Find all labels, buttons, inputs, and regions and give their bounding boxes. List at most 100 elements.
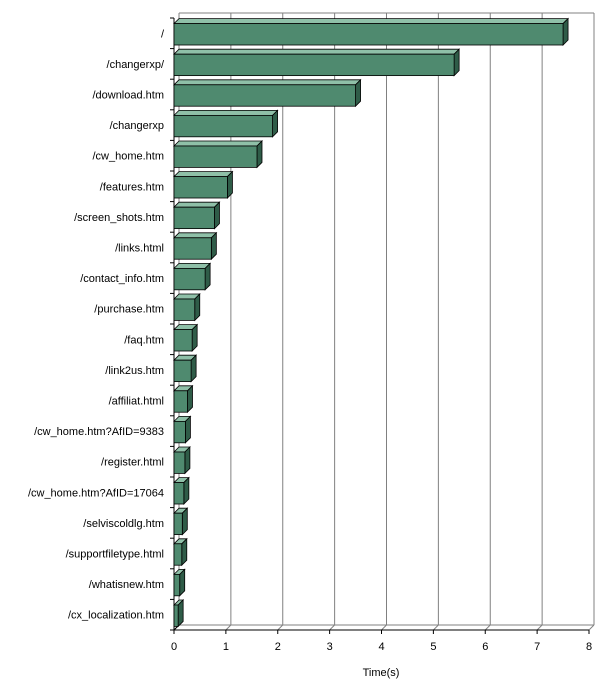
bar-side-face: [177, 599, 184, 628]
bar: [173, 140, 263, 169]
category-label: /supportfiletype.html: [66, 549, 164, 561]
bar-side-face: [210, 231, 217, 261]
bar: [173, 170, 234, 199]
x-tick-label: 3: [327, 641, 333, 653]
bar-top-face: [173, 201, 221, 208]
category-label: /cw_home.htm?AfID=9383: [34, 426, 164, 438]
bar-side-face: [194, 293, 201, 322]
grid-floor-line: [588, 624, 595, 631]
bar-side-face: [256, 140, 263, 169]
bar: [173, 507, 189, 536]
bar-front-face: [173, 420, 186, 444]
category-label: /changerxp: [110, 120, 164, 132]
category-label: /whatisnew.htm: [89, 579, 164, 591]
grid-floor-line: [225, 624, 232, 631]
category-label: /affiliat.html: [109, 396, 164, 408]
x-tick-label: 5: [430, 641, 436, 653]
x-axis-title: Time(s): [363, 667, 400, 679]
bar-front-face: [173, 145, 258, 168]
bar-top-face: [173, 79, 362, 86]
bar-top-face: [173, 140, 263, 147]
bar-front-face: [173, 451, 186, 474]
bar: [173, 293, 201, 322]
bar: [173, 231, 218, 261]
bar-side-face: [204, 262, 211, 291]
bar-front-face: [173, 573, 181, 597]
bar-front-face: [173, 267, 206, 291]
x-tick-label: 8: [586, 641, 592, 653]
x-tick-label: 4: [378, 641, 384, 653]
grid-floor-line: [536, 624, 543, 631]
bar-front-face: [173, 206, 215, 230]
bar-front-face: [173, 237, 212, 260]
bar: [173, 599, 185, 628]
category-labels: / /changerxp/ /download.htm/changerxp/cw_h…: [28, 28, 165, 621]
bar-side-face: [183, 476, 190, 505]
bar-side-face: [453, 48, 460, 77]
category-label: /links.html: [115, 243, 164, 255]
bar: [173, 384, 194, 414]
x-tick-label: 0: [171, 641, 177, 653]
bar: [173, 48, 461, 77]
category-label: /register.html: [101, 457, 164, 469]
bar-front-face: [173, 23, 564, 46]
bar: [173, 354, 198, 383]
bar-top-face: [173, 18, 570, 24]
category-label: /download.htm: [92, 90, 164, 102]
bar: [173, 415, 192, 444]
bar-front-face: [173, 359, 192, 383]
bar-front-face: [173, 298, 196, 321]
bar: [173, 568, 186, 597]
bar: [173, 537, 188, 567]
bar-side-face: [214, 201, 220, 230]
category-label: /screen_shots.htm: [74, 212, 164, 224]
bar-side-face: [191, 323, 198, 352]
bar: [173, 17, 570, 46]
bar: [173, 201, 221, 230]
bar-side-face: [227, 170, 233, 199]
category-label: /link2us.htm: [105, 365, 164, 377]
bar-front-face: [173, 482, 185, 505]
bar: [173, 446, 191, 475]
bar-top-face: [173, 171, 234, 177]
category-label: /features.htm: [100, 181, 164, 193]
bar-front-face: [173, 604, 179, 627]
bar-side-face: [179, 568, 186, 597]
x-tick-label: 7: [534, 641, 540, 653]
bar-side-face: [184, 446, 191, 475]
bar-side-face: [190, 354, 197, 383]
bar: [173, 78, 362, 108]
bar-side-face: [272, 109, 278, 138]
bar: [173, 476, 190, 505]
bar: [173, 262, 212, 291]
bars: [173, 17, 570, 628]
bar-top-face: [173, 262, 212, 269]
grid-floor-line: [277, 624, 284, 631]
category-label: /purchase.htm: [94, 304, 164, 316]
bar-side-face: [562, 17, 569, 46]
x-tick-label: 1: [223, 641, 229, 653]
category-label: /contact_info.htm: [80, 273, 164, 285]
grid-floor-line: [433, 624, 439, 631]
bar-front-face: [173, 53, 455, 77]
bar-front-face: [173, 390, 188, 413]
grid-floor-line: [329, 624, 335, 631]
x-tick-labels: 0 1 2 3 4 5 6 7 8: [171, 641, 592, 653]
bar-front-face: [173, 114, 273, 138]
bar-side-face: [187, 384, 193, 414]
bar-front-face: [173, 84, 356, 107]
bar-side-face: [181, 537, 188, 567]
bar: [173, 323, 199, 352]
x-tick-label: 6: [482, 641, 488, 653]
bar-side-face: [185, 415, 191, 444]
bar: [173, 109, 279, 138]
category-label: /cw_home.htm?AfID=17064: [28, 487, 164, 499]
bar-side-face: [355, 78, 361, 108]
category-label: /: [161, 28, 165, 40]
bar-top-face: [173, 232, 218, 239]
bar-front-face: [173, 543, 183, 566]
bar-front-face: [173, 329, 193, 352]
bar-side-face: [181, 507, 188, 536]
category-label: /cw_home.htm: [92, 151, 164, 163]
